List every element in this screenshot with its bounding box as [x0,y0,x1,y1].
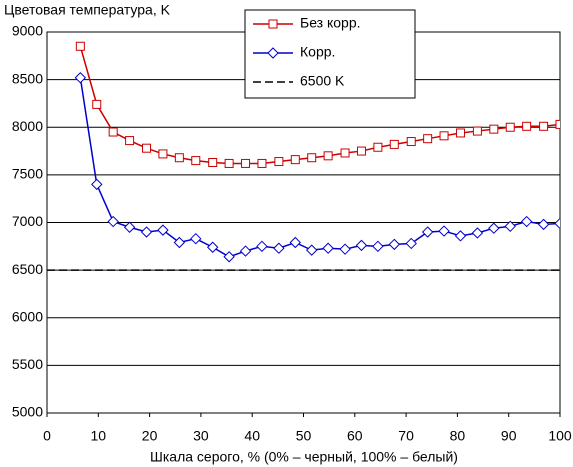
y-tick-label: 9000 [12,23,43,39]
y-tick-label: 8000 [12,118,43,134]
marker [355,239,368,252]
marker [539,121,549,131]
marker [520,215,533,228]
marker [471,227,484,239]
legend-marker [267,47,279,59]
marker [372,240,384,253]
marker [140,226,153,238]
marker [555,119,560,129]
y-tick-label: 5000 [12,404,43,420]
marker [373,142,383,152]
marker [257,158,267,168]
marker [438,225,450,237]
marker [472,126,482,136]
marker [191,156,201,166]
y-tick-label: 6500 [12,261,43,277]
marker [158,149,168,159]
marker [289,236,301,249]
marker [504,220,516,233]
marker [290,155,300,165]
marker [454,230,467,242]
x-tick-label: 50 [296,428,312,444]
marker [157,224,169,236]
marker [239,245,252,257]
marker [505,122,515,132]
legend-label: 6500 K [300,73,345,89]
marker [356,146,366,156]
x-tick-label: 30 [193,428,209,444]
marker [488,222,500,234]
x-tick-label: 70 [398,428,414,444]
x-tick-label: 10 [91,428,107,444]
marker [423,134,433,144]
legend-marker [268,19,278,29]
marker [421,226,434,238]
marker [273,242,285,254]
y-tick-label: 5500 [12,356,43,372]
x-tick-label: 60 [347,428,363,444]
x-tick-label: 0 [43,428,51,444]
legend-label: Без корр. [300,15,361,31]
marker [455,128,465,138]
series-line [79,77,560,258]
marker [174,153,184,163]
marker [223,251,235,263]
marker [123,221,136,233]
marker [306,244,318,256]
marker [339,243,351,255]
x-tick-label: 40 [244,428,260,444]
marker [554,217,560,230]
marker [92,99,102,109]
marker [75,41,85,51]
marker [388,238,401,251]
marker [389,139,399,149]
marker [190,232,202,245]
marker [125,136,135,146]
marker [489,124,499,134]
marker [206,241,219,253]
x-axis-title: Шкала серого, % (0% – черный, 100% – бел… [150,449,458,465]
marker [107,215,119,228]
marker [439,131,449,141]
x-tick-label: 80 [450,428,466,444]
marker [74,72,87,84]
x-tick-label: 100 [548,428,572,444]
marker [405,237,417,250]
y-axis-title: Цветовая температура, K [4,2,171,18]
y-tick-label: 8500 [12,70,43,86]
marker [241,158,251,168]
marker [108,127,118,137]
marker [256,240,268,253]
legend-label: Корр. [300,44,335,60]
y-tick-label: 7500 [12,166,43,182]
marker [537,218,550,231]
x-tick-label: 20 [142,428,158,444]
marker [142,143,152,153]
marker [224,158,234,168]
marker [274,157,284,167]
marker [406,137,416,147]
y-tick-label: 7000 [12,213,43,229]
x-tick-label: 90 [501,428,517,444]
marker [208,157,218,167]
marker [307,153,317,163]
marker [322,242,334,254]
plot [47,41,560,271]
marker [91,178,103,191]
y-tick-label: 6000 [12,308,43,324]
marker [522,121,532,131]
marker [323,151,333,161]
marker [173,236,186,249]
marker [340,148,350,158]
